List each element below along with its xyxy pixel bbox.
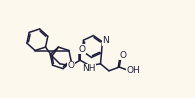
Text: O: O <box>120 51 127 60</box>
Text: NH: NH <box>82 64 95 73</box>
Text: OH: OH <box>127 66 140 75</box>
Text: O: O <box>67 61 74 70</box>
Text: O: O <box>79 45 86 54</box>
Text: N: N <box>102 36 109 45</box>
